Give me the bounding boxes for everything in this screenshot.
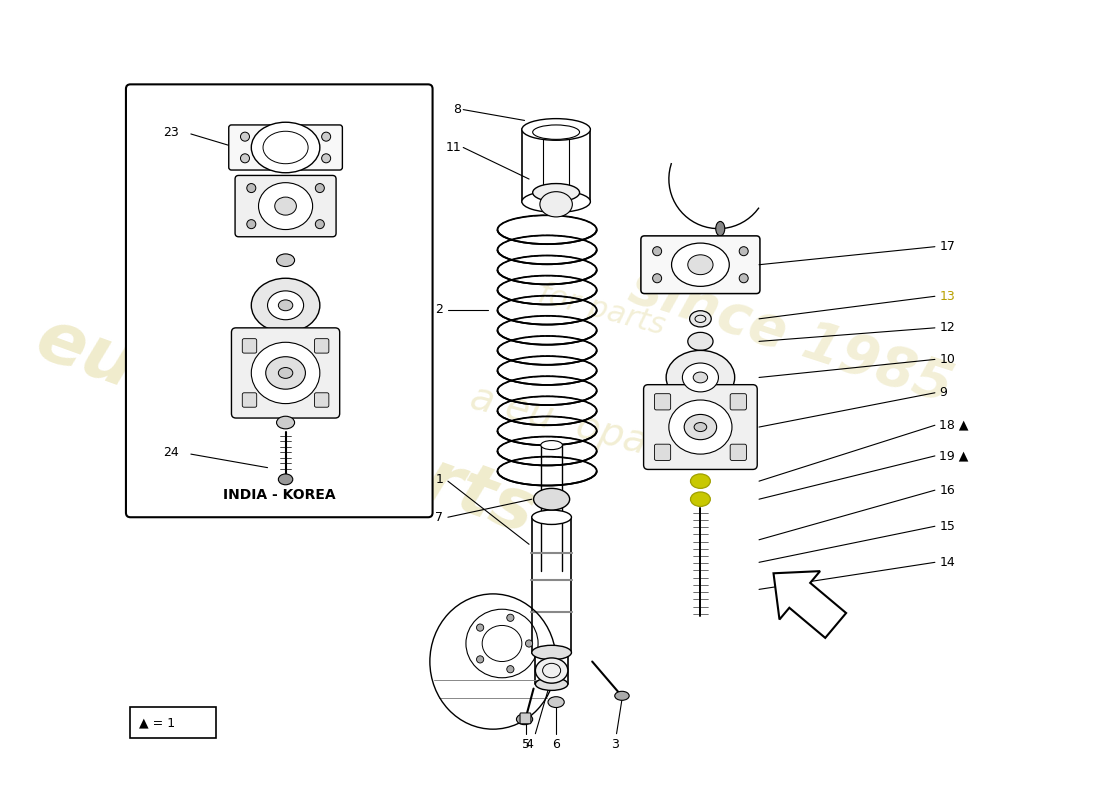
Ellipse shape — [476, 656, 484, 663]
Text: 19 ▲: 19 ▲ — [939, 450, 969, 462]
Text: 11: 11 — [446, 141, 461, 154]
Ellipse shape — [682, 363, 718, 392]
Text: 7: 7 — [436, 510, 443, 524]
Text: 12: 12 — [939, 322, 955, 334]
Ellipse shape — [241, 154, 250, 163]
Ellipse shape — [536, 678, 568, 690]
Ellipse shape — [516, 714, 532, 725]
Ellipse shape — [275, 197, 296, 215]
Ellipse shape — [321, 132, 331, 141]
Text: INDIA - KOREA: INDIA - KOREA — [223, 488, 336, 502]
Ellipse shape — [688, 332, 713, 350]
Ellipse shape — [694, 422, 706, 431]
FancyBboxPatch shape — [242, 393, 256, 407]
FancyBboxPatch shape — [231, 328, 340, 418]
Ellipse shape — [531, 510, 572, 525]
Ellipse shape — [690, 310, 712, 327]
Text: eurocarparts: eurocarparts — [26, 305, 544, 550]
FancyBboxPatch shape — [235, 175, 337, 237]
FancyBboxPatch shape — [654, 444, 671, 461]
FancyBboxPatch shape — [242, 338, 256, 353]
Ellipse shape — [526, 640, 532, 647]
Text: 9: 9 — [939, 386, 947, 399]
Ellipse shape — [691, 492, 711, 506]
Ellipse shape — [251, 122, 320, 173]
Text: 2: 2 — [436, 303, 443, 316]
Text: 10: 10 — [939, 353, 955, 366]
Ellipse shape — [521, 190, 591, 213]
Text: 13: 13 — [939, 290, 955, 302]
Ellipse shape — [739, 246, 748, 256]
FancyBboxPatch shape — [315, 393, 329, 407]
Ellipse shape — [652, 274, 661, 282]
Text: 17: 17 — [939, 240, 955, 253]
Ellipse shape — [688, 255, 713, 274]
Ellipse shape — [534, 488, 570, 510]
Ellipse shape — [276, 254, 295, 266]
Text: since 1985: since 1985 — [623, 259, 959, 414]
Ellipse shape — [258, 182, 312, 230]
Text: 18 ▲: 18 ▲ — [939, 418, 969, 432]
Text: 1: 1 — [436, 473, 443, 486]
Ellipse shape — [716, 222, 725, 236]
Text: 4: 4 — [525, 738, 533, 751]
Bar — [131, 706, 216, 738]
Ellipse shape — [251, 278, 320, 332]
FancyBboxPatch shape — [730, 444, 747, 461]
Ellipse shape — [548, 697, 564, 707]
Ellipse shape — [276, 416, 295, 429]
Text: 16: 16 — [939, 484, 955, 497]
Ellipse shape — [521, 118, 591, 140]
Ellipse shape — [672, 243, 729, 286]
Text: a eu  oparts: a eu oparts — [465, 378, 701, 475]
Text: ▲ = 1: ▲ = 1 — [140, 716, 176, 730]
Ellipse shape — [684, 414, 716, 440]
Ellipse shape — [246, 220, 256, 229]
Text: 15: 15 — [939, 520, 955, 533]
Text: 23: 23 — [164, 126, 179, 138]
Ellipse shape — [278, 367, 293, 378]
Ellipse shape — [316, 220, 324, 229]
Polygon shape — [773, 571, 846, 638]
Ellipse shape — [241, 132, 250, 141]
Ellipse shape — [278, 474, 293, 485]
FancyBboxPatch shape — [654, 394, 671, 410]
Ellipse shape — [540, 192, 572, 217]
Ellipse shape — [667, 350, 735, 405]
Ellipse shape — [266, 357, 306, 389]
Text: 8: 8 — [453, 103, 461, 116]
Ellipse shape — [536, 658, 568, 683]
Ellipse shape — [267, 291, 304, 320]
Ellipse shape — [532, 183, 580, 202]
FancyBboxPatch shape — [730, 394, 747, 410]
Text: 24: 24 — [164, 446, 179, 459]
Ellipse shape — [321, 154, 331, 163]
Ellipse shape — [246, 183, 256, 193]
Text: 14: 14 — [939, 556, 955, 569]
Ellipse shape — [541, 441, 562, 450]
Ellipse shape — [615, 691, 629, 700]
Text: 6: 6 — [552, 738, 560, 751]
Ellipse shape — [316, 183, 324, 193]
Ellipse shape — [739, 274, 748, 282]
FancyBboxPatch shape — [520, 713, 531, 724]
Ellipse shape — [507, 666, 514, 673]
Text: 3: 3 — [610, 738, 618, 751]
Ellipse shape — [693, 372, 707, 383]
Ellipse shape — [251, 342, 320, 404]
FancyBboxPatch shape — [315, 338, 329, 353]
FancyBboxPatch shape — [229, 125, 342, 170]
FancyBboxPatch shape — [641, 236, 760, 294]
Ellipse shape — [278, 300, 293, 310]
FancyBboxPatch shape — [644, 385, 757, 470]
Text: 5: 5 — [522, 738, 530, 751]
Ellipse shape — [652, 246, 661, 256]
Ellipse shape — [669, 400, 732, 454]
Ellipse shape — [476, 624, 484, 631]
FancyBboxPatch shape — [125, 84, 432, 518]
Ellipse shape — [531, 646, 572, 660]
Ellipse shape — [507, 614, 514, 622]
Ellipse shape — [691, 474, 711, 488]
Text: for parts: for parts — [535, 279, 668, 341]
